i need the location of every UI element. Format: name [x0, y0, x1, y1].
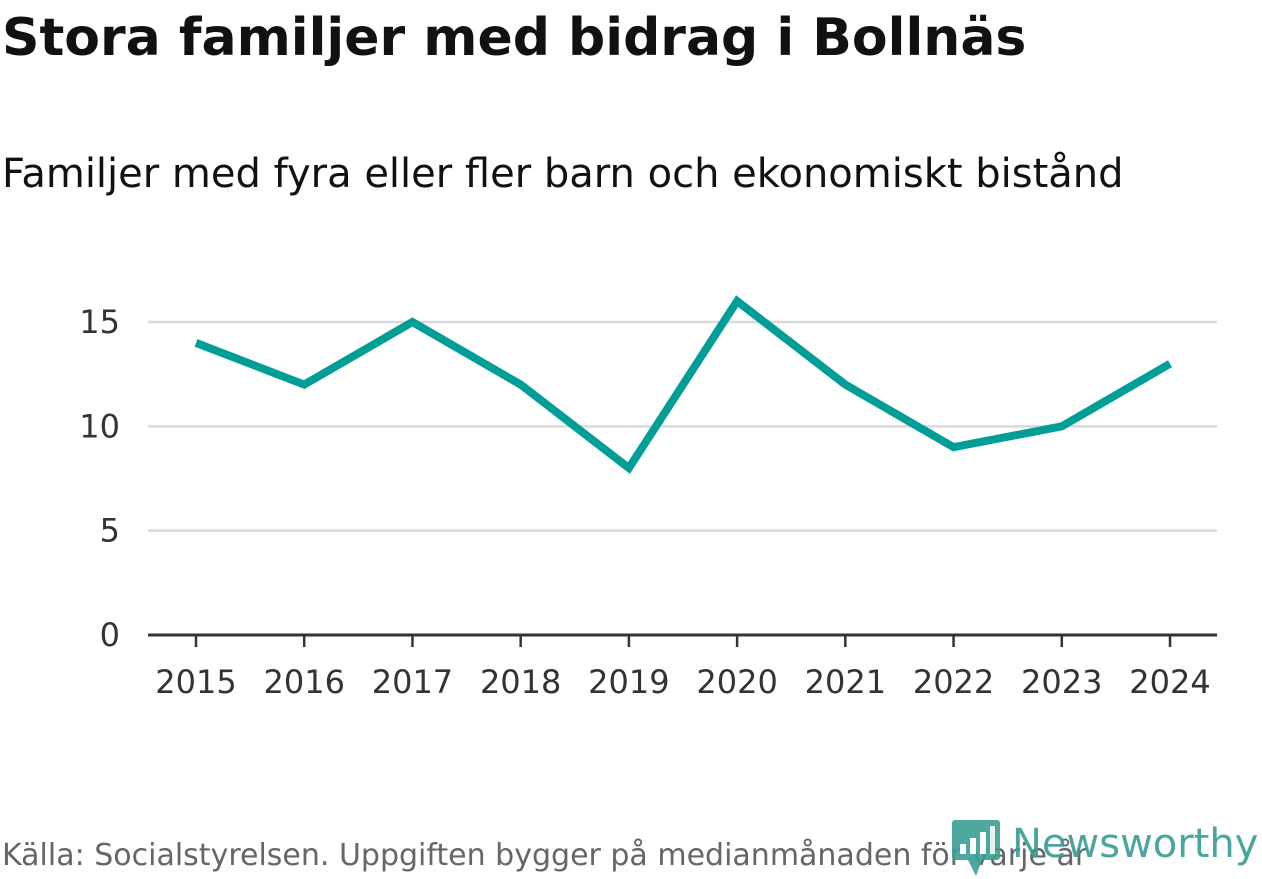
- x-tick-label: 2015: [155, 663, 236, 701]
- gridlines: [148, 320, 1217, 532]
- data-point-2023: [1058, 422, 1066, 430]
- x-tick-label: 2024: [1129, 663, 1210, 701]
- x-tick-label: 2017: [372, 663, 453, 701]
- y-tick-label: 0: [100, 616, 120, 654]
- data-point-2016: [300, 381, 308, 389]
- x-axis: [148, 633, 1217, 647]
- x-tick-label: 2020: [696, 663, 777, 701]
- y-tick-label: 5: [100, 512, 120, 550]
- data-point-2024: [1166, 360, 1174, 368]
- x-tick-label: 2016: [264, 663, 345, 701]
- brand-name: Newsworthy: [1012, 821, 1259, 867]
- series: [192, 295, 1174, 474]
- brand-mark: Newsworthy: [952, 818, 1258, 878]
- newsworthy-logo-icon: [952, 820, 1000, 876]
- x-tick-label: 2021: [805, 663, 886, 701]
- y-axis-tick-labels: 0 5 10 15: [79, 303, 120, 654]
- x-tick-label: 2018: [480, 663, 561, 701]
- chart-title: Stora familjer med bidrag i Bollnäs: [2, 8, 1027, 68]
- chart-subtitle: Familjer med fyra eller fler barn och ek…: [2, 151, 1124, 197]
- x-tick-label: 2023: [1021, 663, 1102, 701]
- data-point-2017: [408, 318, 416, 326]
- source-note: Källa: Socialstyrelsen. Uppgiften bygger…: [2, 838, 1088, 873]
- data-point-2019: [625, 464, 633, 472]
- data-point-2020: [733, 297, 741, 305]
- x-tick-label: 2022: [913, 663, 994, 701]
- x-axis-tick-labels: 2015 2016 2017 2018 2019 2020 2021 2022 2023 2024: [155, 663, 1210, 701]
- data-point-2022: [950, 443, 958, 451]
- y-tick-label: 15: [79, 303, 120, 341]
- data-point-2015: [192, 339, 200, 347]
- x-tick-label: 2019: [588, 663, 669, 701]
- y-tick-label: 10: [79, 407, 120, 445]
- series-line: [194, 295, 1173, 474]
- data-point-2018: [517, 381, 525, 389]
- data-point-2021: [841, 381, 849, 389]
